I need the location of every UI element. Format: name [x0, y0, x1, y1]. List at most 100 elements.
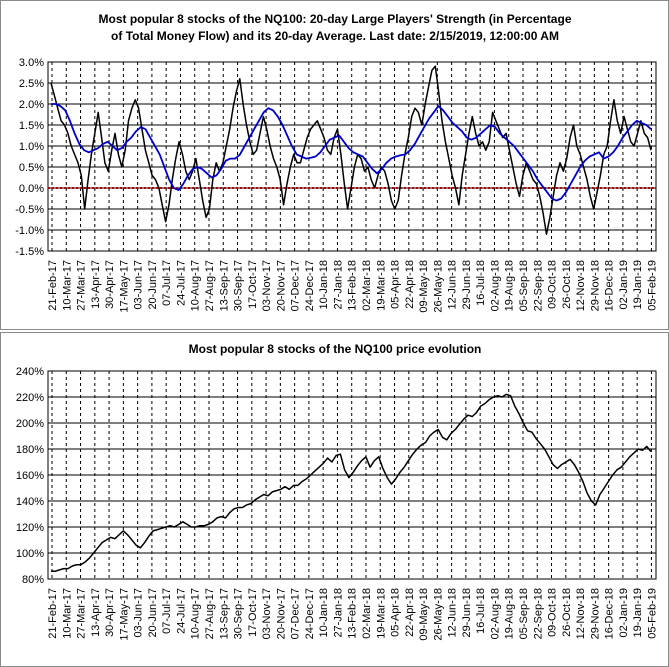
x-tick-label: 12-Nov-18 — [575, 260, 587, 311]
x-tick-label: 13-Sep-17 — [218, 588, 230, 639]
x-tick-label: 05-Apr-18 — [390, 588, 402, 637]
y-tick-label: 100% — [16, 548, 44, 560]
x-tick-label: 05-Apr-18 — [390, 260, 402, 309]
y-tick-label: 160% — [16, 470, 44, 482]
x-tick-label: 29-Jun-18 — [461, 260, 473, 310]
y-tick-label: 180% — [16, 444, 44, 456]
x-tick-label: 12-Nov-18 — [575, 588, 587, 639]
x-tick-label: 13-Sep-17 — [218, 260, 230, 311]
y-tick-label: 80% — [22, 574, 44, 586]
x-tick-label: 17-Oct-17 — [247, 260, 259, 309]
y-tick-label: 220% — [16, 392, 44, 404]
x-tick-label: 19-Mar-18 — [375, 260, 387, 311]
x-tick-label: 10-Aug-17 — [190, 260, 202, 311]
x-tick-label: 17-May-17 — [118, 260, 130, 313]
x-tick-label: 09-May-18 — [418, 588, 430, 641]
y-tick-label: 240% — [16, 366, 44, 378]
y-tick-label: 1.5% — [19, 120, 44, 132]
x-tick-label: 19-Aug-18 — [504, 260, 516, 311]
x-tick-label: 24-Dec-17 — [304, 588, 316, 639]
x-tick-label: 19-Jan-19 — [632, 588, 644, 638]
x-tick-label: 27-Mar-17 — [76, 588, 88, 639]
y-tick-label: 120% — [16, 522, 44, 534]
strength-line — [50, 65, 652, 235]
x-tick-label: 17-May-17 — [118, 588, 130, 641]
x-tick-label: 05-Sep-18 — [518, 588, 530, 639]
x-tick-label: 17-Oct-17 — [247, 588, 259, 637]
x-tick-label: 20-Jun-17 — [147, 260, 159, 310]
x-tick-label: 20-Nov-17 — [275, 588, 287, 639]
y-tick-label: 2.0% — [19, 99, 44, 111]
x-tick-label: 16-Dec-18 — [604, 260, 616, 311]
x-tick-label: 26-Oct-18 — [561, 588, 573, 637]
x-tick-label: 22-Apr-18 — [404, 588, 416, 637]
x-tick-label: 02-Aug-18 — [489, 260, 501, 311]
x-tick-label: 09-Oct-18 — [547, 588, 559, 637]
x-tick-label: 10-Jan-18 — [318, 588, 330, 638]
y-tick-label: 0.5% — [19, 162, 44, 174]
price-chart-panel: Most popular 8 stocks of the NQ100 price… — [0, 332, 669, 667]
x-tick-label: 16-Jul-18 — [475, 588, 487, 634]
x-tick-label: 05-Sep-18 — [518, 260, 530, 311]
x-tick-label: 30-Sep-17 — [233, 260, 245, 311]
y-tick-label: 2.5% — [19, 78, 44, 90]
y-tick-label: 200% — [16, 418, 44, 430]
chart-title-line-1: Most popular 8 stocks of the NQ100: 20-d… — [99, 12, 572, 26]
strength-chart: Most popular 8 stocks of the NQ100: 20-d… — [15, 12, 658, 313]
strength-chart-panel: Most popular 8 stocks of the NQ100: 20-d… — [0, 0, 669, 330]
x-tick-label: 02-Mar-18 — [361, 588, 373, 639]
x-tick-label: 02-Jan-19 — [618, 260, 630, 310]
x-tick-label: 07-Dec-17 — [290, 260, 302, 311]
x-tick-label: 13-Feb-18 — [347, 260, 359, 311]
x-tick-label: 24-Jul-17 — [175, 260, 187, 306]
x-tick-label: 10-Mar-17 — [61, 588, 73, 639]
y-tick-label: -1.0% — [15, 225, 44, 237]
x-tick-label: 10-Jan-18 — [318, 260, 330, 310]
x-tick-label: 07-Jul-17 — [161, 588, 173, 634]
x-tick-label: 26-May-18 — [432, 588, 444, 641]
x-tick-label: 29-Jun-18 — [461, 588, 473, 638]
x-tick-label: 07-Dec-17 — [290, 588, 302, 639]
x-tick-label: 03-Nov-17 — [261, 588, 273, 639]
x-tick-label: 29-Nov-18 — [589, 260, 601, 311]
x-tick-label: 19-Mar-18 — [375, 588, 387, 639]
x-tick-label: 10-Aug-17 — [190, 588, 202, 639]
x-tick-label: 27-Jan-18 — [332, 588, 344, 638]
y-tick-label: -0.5% — [15, 204, 44, 216]
x-tick-label: 05-Feb-19 — [646, 588, 658, 639]
x-tick-label: 29-Nov-18 — [589, 588, 601, 639]
x-tick-label: 09-May-18 — [418, 260, 430, 313]
x-tick-label: 02-Aug-18 — [489, 588, 501, 639]
x-tick-label: 30-Apr-17 — [104, 588, 116, 637]
y-tick-label: 0.0% — [19, 183, 44, 195]
x-tick-label: 24-Dec-17 — [304, 260, 316, 311]
x-tick-label: 26-May-18 — [432, 260, 444, 313]
average-line — [51, 103, 652, 202]
x-tick-label: 30-Sep-17 — [233, 588, 245, 639]
x-tick-label: 27-Jan-18 — [332, 260, 344, 310]
x-tick-label: 02-Mar-18 — [361, 260, 373, 311]
price-chart: Most popular 8 stocks of the NQ100 price… — [16, 342, 659, 641]
x-tick-label: 16-Jul-18 — [475, 260, 487, 306]
chart-title-line-2: of Total Money Flow) and its 20-day Aver… — [111, 29, 559, 43]
x-tick-label: 05-Feb-19 — [646, 260, 658, 311]
x-tick-label: 02-Jan-19 — [618, 588, 630, 638]
x-tick-label: 27-Aug-17 — [204, 260, 216, 311]
x-tick-label: 13-Apr-17 — [90, 260, 102, 309]
x-tick-label: 03-Nov-17 — [261, 260, 273, 311]
x-tick-label: 22-Sep-18 — [532, 588, 544, 639]
x-tick-label: 27-Aug-17 — [204, 588, 216, 639]
y-tick-label: -1.5% — [15, 246, 44, 258]
x-tick-label: 12-Jun-18 — [447, 260, 459, 310]
price-line — [51, 393, 652, 572]
y-tick-label: 1.0% — [19, 141, 44, 153]
x-tick-label: 19-Jan-19 — [632, 260, 644, 310]
x-tick-label: 03-Jun-17 — [133, 260, 145, 310]
x-tick-label: 26-Oct-18 — [561, 260, 573, 309]
y-tick-label: 140% — [16, 496, 44, 508]
plot-frame — [47, 61, 657, 252]
x-tick-label: 16-Dec-18 — [604, 588, 616, 639]
x-tick-label: 24-Jul-17 — [175, 588, 187, 634]
y-tick-label: 3.0% — [19, 57, 44, 69]
x-tick-label: 13-Apr-17 — [90, 588, 102, 637]
